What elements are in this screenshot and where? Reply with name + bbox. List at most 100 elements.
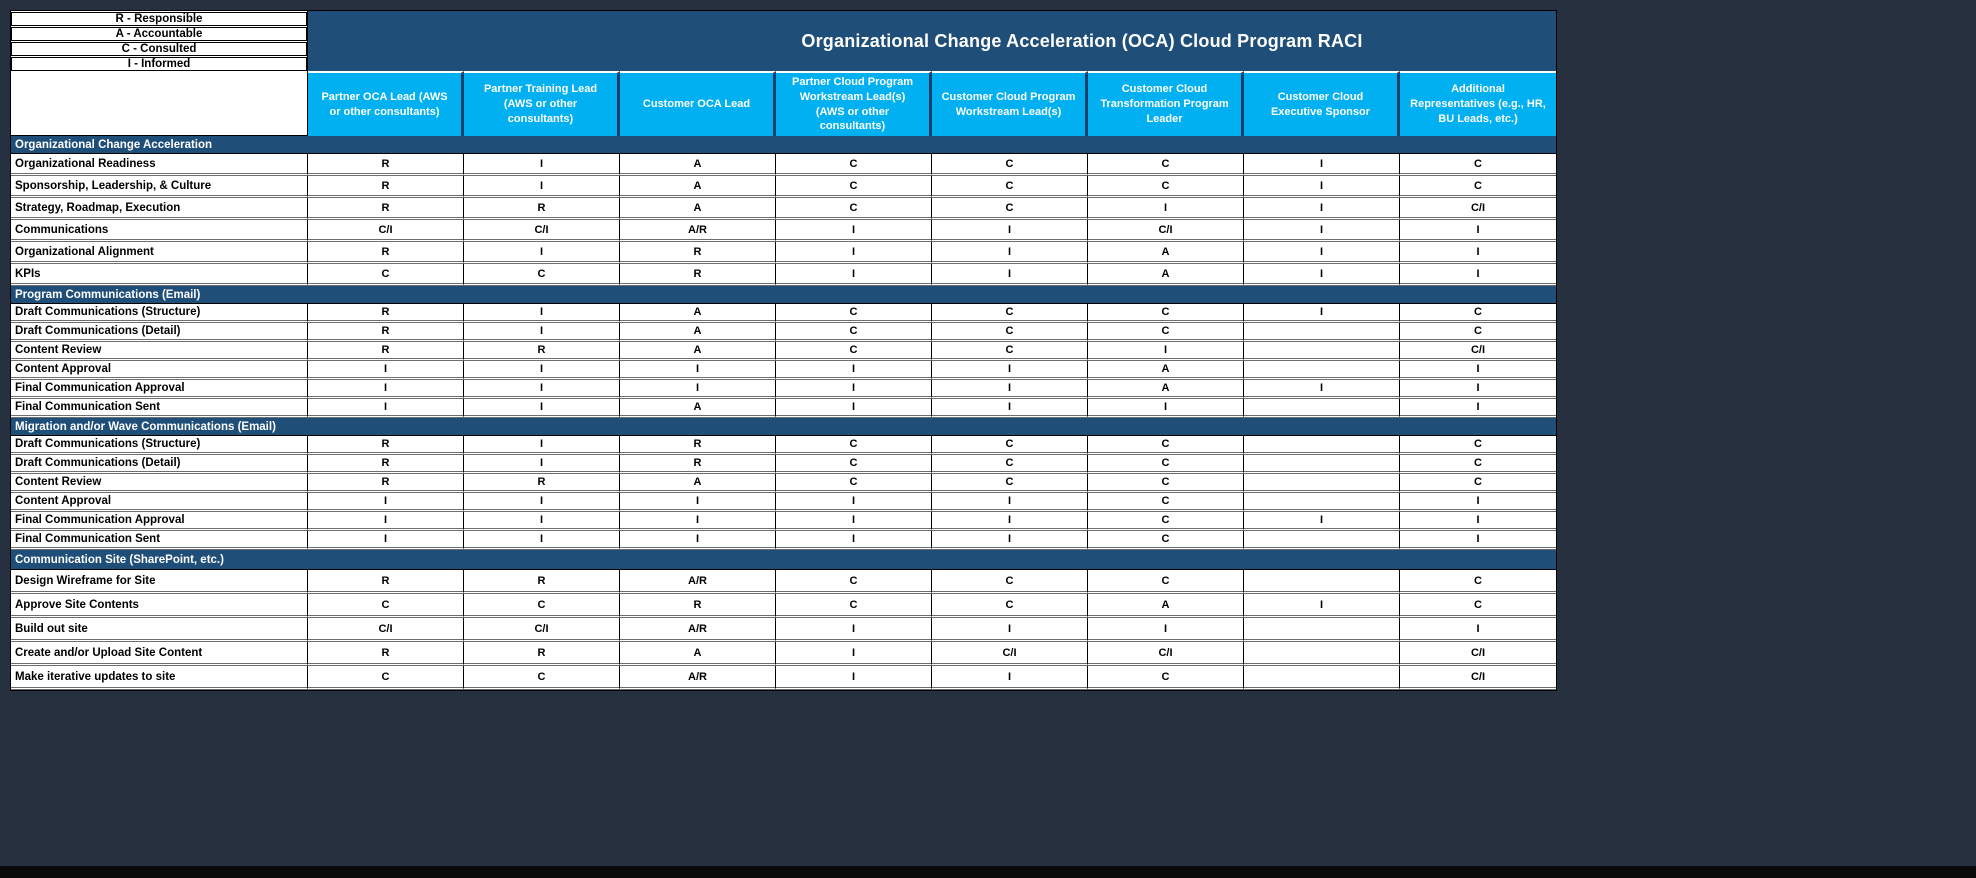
raci-cell[interactable]: I <box>932 264 1088 286</box>
raci-cell[interactable]: I <box>1244 198 1400 220</box>
raci-cell[interactable]: R <box>464 570 620 594</box>
raci-cell[interactable]: I <box>620 361 776 380</box>
raci-cell[interactable]: A <box>1088 361 1244 380</box>
task-label[interactable]: Content Approval <box>11 493 308 512</box>
task-label[interactable]: Content Approval <box>11 361 308 380</box>
raci-cell[interactable]: A <box>620 176 776 198</box>
raci-cell[interactable]: I <box>1400 512 1556 531</box>
raci-cell[interactable]: I <box>932 666 1088 690</box>
raci-cell[interactable]: C <box>1400 154 1556 176</box>
raci-cell[interactable]: C <box>1088 666 1244 690</box>
raci-cell[interactable]: I <box>776 361 932 380</box>
column-header[interactable]: Customer OCA Lead <box>620 71 776 136</box>
raci-cell[interactable]: C <box>1088 176 1244 198</box>
raci-cell[interactable]: R <box>620 455 776 474</box>
raci-cell[interactable]: C <box>1088 304 1244 323</box>
task-label[interactable]: Final Communication Sent <box>11 531 308 550</box>
raci-cell[interactable]: I <box>1244 380 1400 399</box>
raci-cell[interactable]: C <box>464 666 620 690</box>
column-header[interactable]: Partner OCA Lead (AWS or other consultan… <box>308 71 464 136</box>
raci-cell[interactable]: C <box>932 176 1088 198</box>
raci-cell[interactable]: I <box>1400 618 1556 642</box>
raci-cell[interactable]: I <box>776 666 932 690</box>
raci-cell[interactable]: C <box>1088 154 1244 176</box>
raci-cell[interactable]: I <box>464 512 620 531</box>
raci-cell[interactable]: C <box>1400 176 1556 198</box>
raci-cell[interactable]: C/I <box>932 642 1088 666</box>
raci-cell[interactable]: C <box>464 264 620 286</box>
column-header[interactable]: Additional Representatives (e.g., HR, BU… <box>1400 71 1556 136</box>
raci-cell[interactable]: C <box>1088 493 1244 512</box>
raci-cell[interactable]: I <box>1244 242 1400 264</box>
raci-cell[interactable]: R <box>464 198 620 220</box>
raci-cell[interactable]: C <box>776 455 932 474</box>
raci-cell[interactable]: I <box>776 220 932 242</box>
raci-cell[interactable] <box>1244 436 1400 455</box>
raci-cell[interactable]: C <box>1400 436 1556 455</box>
raci-cell[interactable]: I <box>1244 154 1400 176</box>
legend-item[interactable]: C - Consulted <box>11 42 307 56</box>
raci-cell[interactable]: A <box>620 399 776 418</box>
raci-cell[interactable]: C <box>1400 323 1556 342</box>
section-header[interactable]: Program Communications (Email) <box>11 286 1556 304</box>
raci-cell[interactable]: I <box>308 361 464 380</box>
raci-cell[interactable]: I <box>932 512 1088 531</box>
raci-cell[interactable]: C <box>932 323 1088 342</box>
raci-cell[interactable]: C <box>1400 594 1556 618</box>
raci-cell[interactable]: A <box>620 342 776 361</box>
raci-cell[interactable]: I <box>1400 264 1556 286</box>
raci-cell[interactable]: I <box>1400 242 1556 264</box>
raci-cell[interactable]: I <box>1244 176 1400 198</box>
raci-cell[interactable]: I <box>776 531 932 550</box>
legend-item[interactable]: A - Accountable <box>11 27 307 41</box>
raci-cell[interactable]: R <box>620 594 776 618</box>
raci-cell[interactable]: R <box>308 154 464 176</box>
raci-cell[interactable]: R <box>308 570 464 594</box>
raci-cell[interactable]: I <box>1400 531 1556 550</box>
raci-cell[interactable]: A <box>620 154 776 176</box>
raci-cell[interactable]: I <box>776 380 932 399</box>
raci-cell[interactable]: C <box>1088 531 1244 550</box>
raci-cell[interactable]: R <box>464 342 620 361</box>
raci-cell[interactable]: I <box>932 531 1088 550</box>
raci-cell[interactable]: I <box>1244 512 1400 531</box>
raci-cell[interactable]: I <box>776 242 932 264</box>
raci-cell[interactable]: I <box>776 618 932 642</box>
raci-cell[interactable]: R <box>308 304 464 323</box>
task-label[interactable]: Organizational Readiness <box>11 154 308 176</box>
raci-cell[interactable]: I <box>1400 399 1556 418</box>
raci-cell[interactable]: C <box>1400 455 1556 474</box>
raci-cell[interactable] <box>1244 361 1400 380</box>
raci-cell[interactable]: I <box>776 264 932 286</box>
raci-cell[interactable]: I <box>1088 198 1244 220</box>
column-header[interactable]: Customer Cloud Program Workstream Lead(s… <box>932 71 1088 136</box>
raci-cell[interactable]: C/I <box>308 618 464 642</box>
raci-cell[interactable]: I <box>464 154 620 176</box>
raci-cell[interactable]: I <box>776 493 932 512</box>
task-label[interactable]: Communications <box>11 220 308 242</box>
raci-cell[interactable]: C/I <box>464 220 620 242</box>
task-label[interactable]: Draft Communications (Detail) <box>11 455 308 474</box>
task-label[interactable]: Strategy, Roadmap, Execution <box>11 198 308 220</box>
task-label[interactable]: KPIs <box>11 264 308 286</box>
raci-cell[interactable]: R <box>620 436 776 455</box>
raci-cell[interactable]: C <box>932 342 1088 361</box>
raci-cell[interactable]: A/R <box>620 220 776 242</box>
task-label[interactable]: Make iterative updates to site <box>11 666 308 690</box>
column-header[interactable]: Customer Cloud Executive Sponsor <box>1244 71 1400 136</box>
raci-cell[interactable]: C/I <box>1400 198 1556 220</box>
raci-cell[interactable]: C/I <box>1400 342 1556 361</box>
raci-cell[interactable]: C <box>932 570 1088 594</box>
raci-cell[interactable]: I <box>308 380 464 399</box>
raci-cell[interactable]: I <box>308 531 464 550</box>
raci-cell[interactable]: C/I <box>308 220 464 242</box>
raci-cell[interactable]: C <box>308 666 464 690</box>
raci-cell[interactable]: I <box>464 361 620 380</box>
raci-cell[interactable]: C <box>932 436 1088 455</box>
task-label[interactable]: Design Wireframe for Site <box>11 570 308 594</box>
raci-cell[interactable]: I <box>1088 618 1244 642</box>
task-label[interactable]: Draft Communications (Detail) <box>11 323 308 342</box>
raci-cell[interactable]: R <box>308 242 464 264</box>
raci-cell[interactable]: I <box>308 493 464 512</box>
raci-cell[interactable]: C <box>1088 474 1244 493</box>
